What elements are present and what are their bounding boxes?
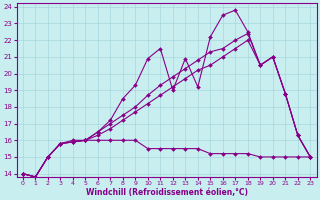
X-axis label: Windchill (Refroidissement éolien,°C): Windchill (Refroidissement éolien,°C) [85, 188, 248, 197]
